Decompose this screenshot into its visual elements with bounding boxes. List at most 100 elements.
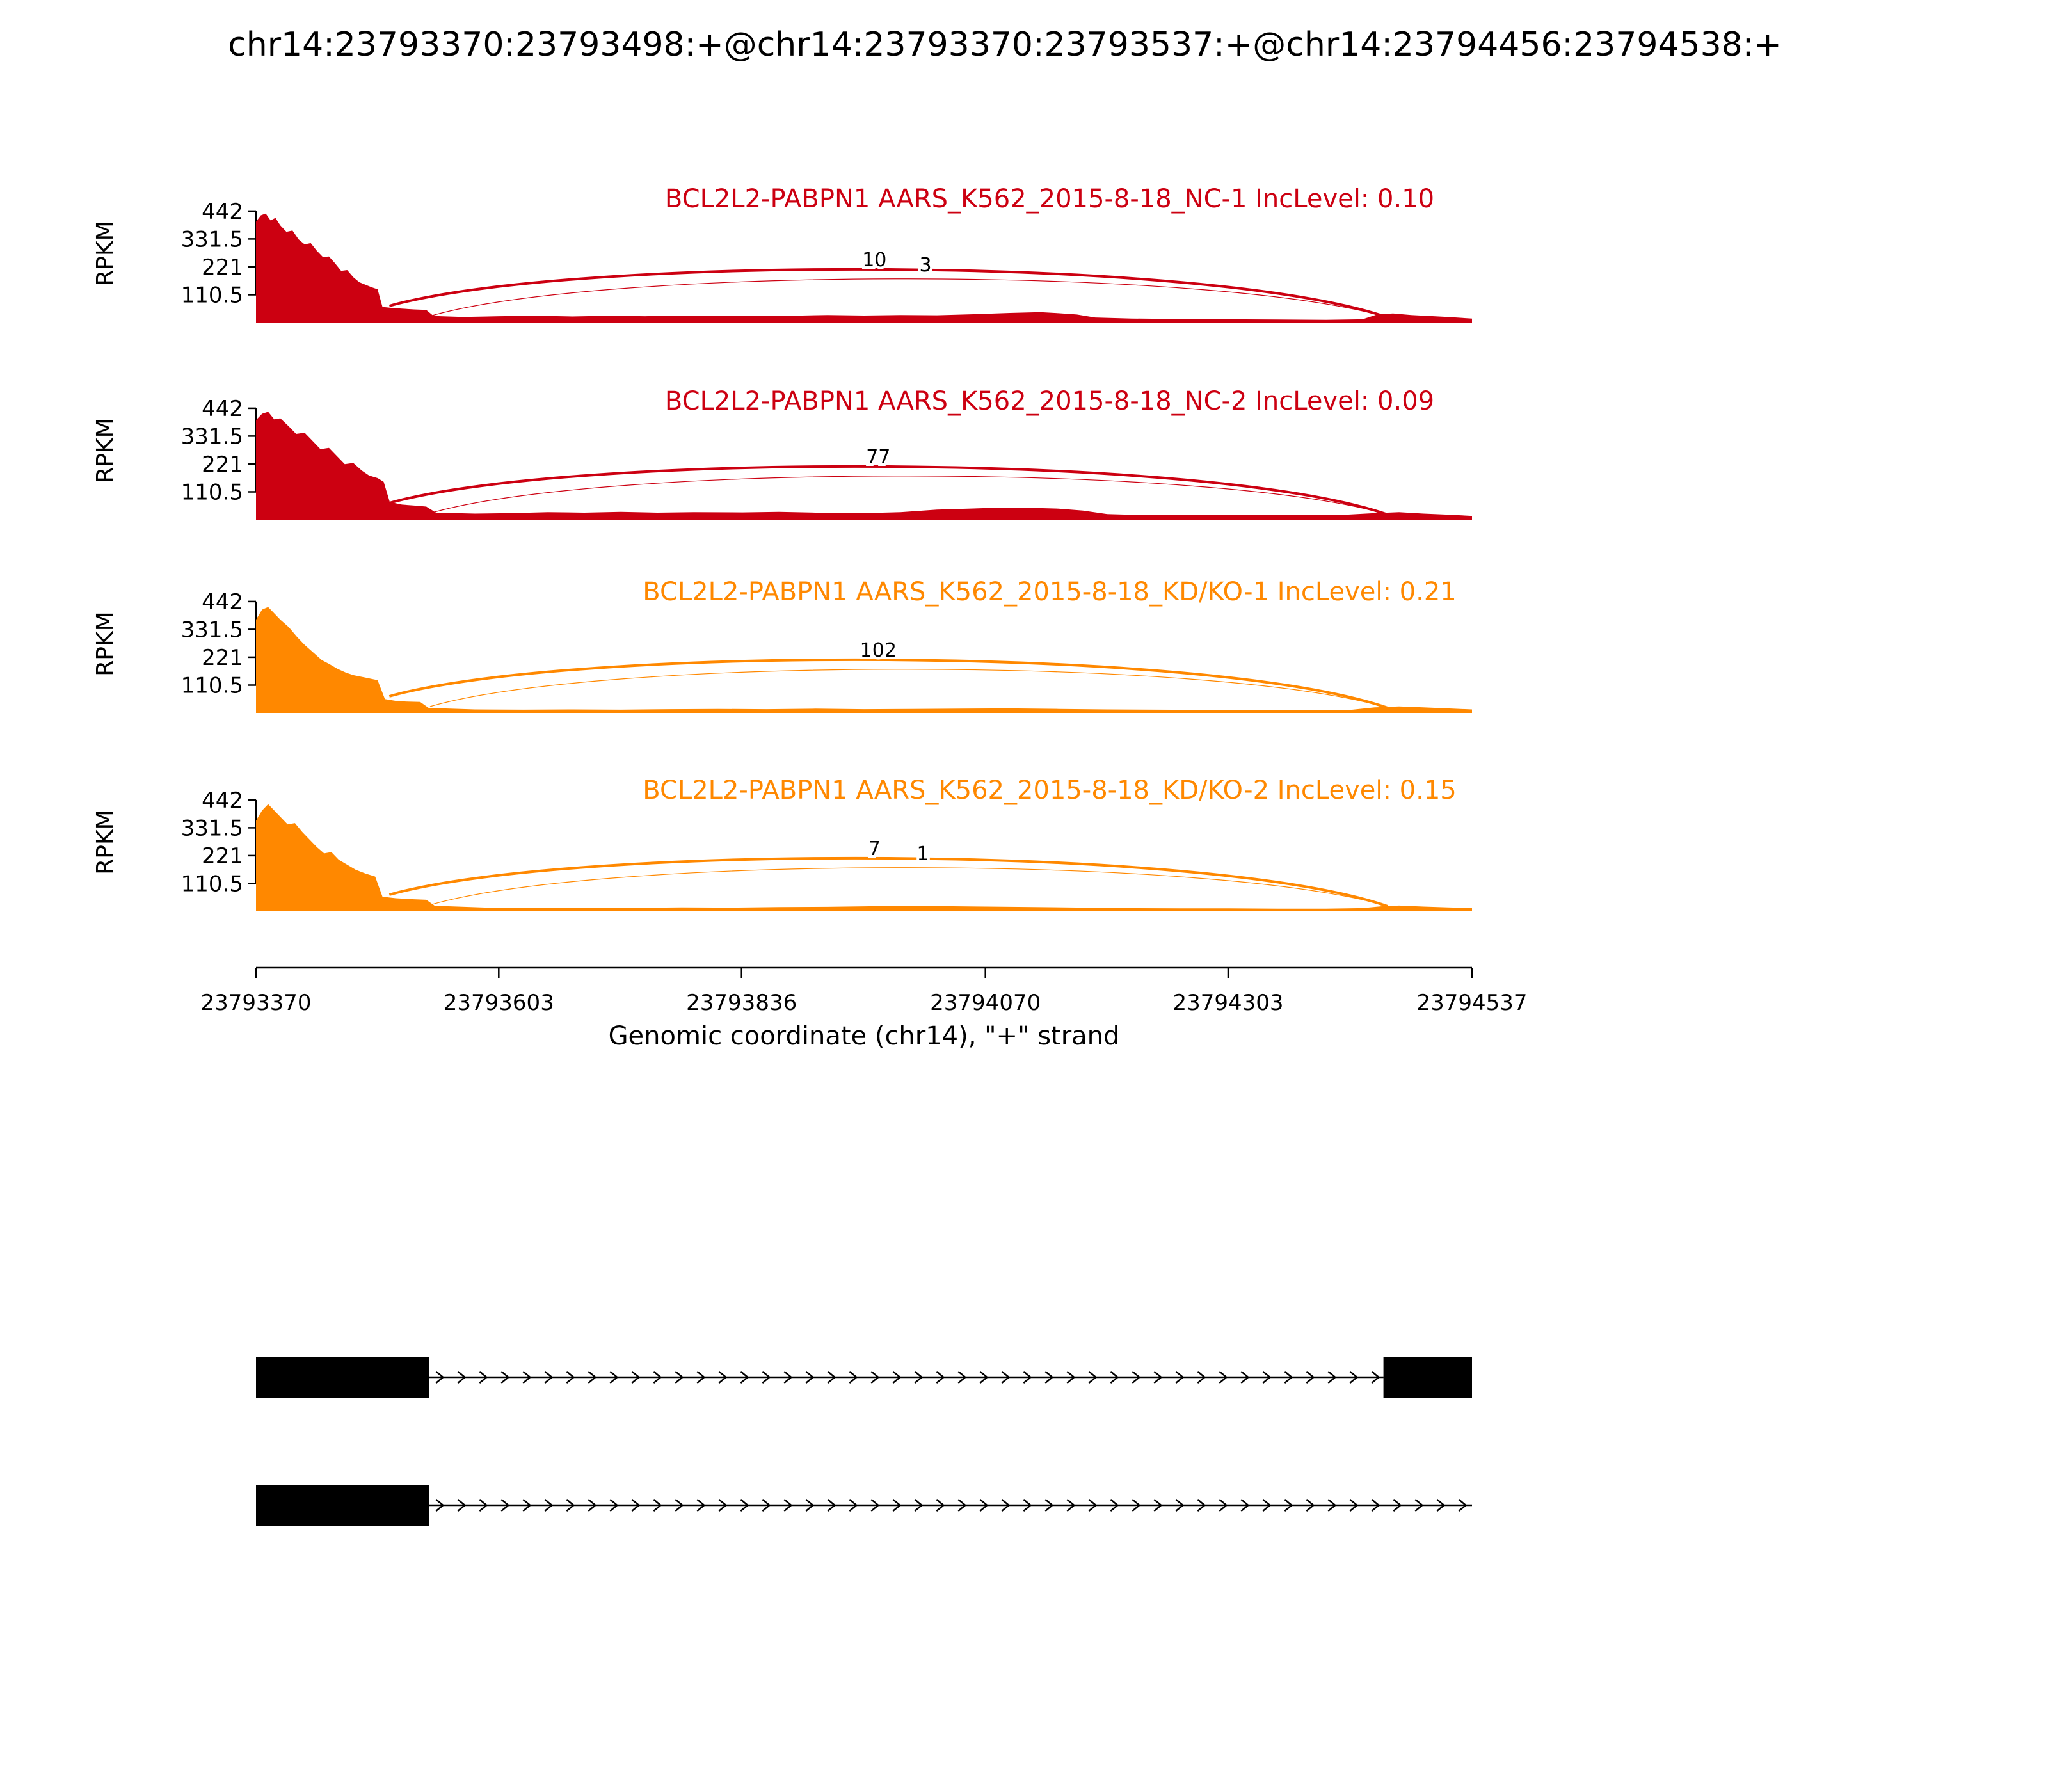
intron-arrow-icon xyxy=(1349,1499,1359,1512)
junction-arc xyxy=(429,476,1388,515)
coverage-area xyxy=(256,804,1472,911)
intron-arrow-icon xyxy=(762,1499,771,1512)
intron-arrow-icon xyxy=(827,1499,836,1512)
y-tick-label: 221 xyxy=(202,452,243,477)
junction-arc xyxy=(388,465,1388,516)
intron-arrow-icon xyxy=(892,1371,902,1384)
y-tick-label: 331.5 xyxy=(181,815,243,841)
intron-arrow-icon xyxy=(1219,1371,1228,1384)
intron-arrow-icon xyxy=(500,1371,510,1384)
junction-count-label: 7 xyxy=(868,838,881,860)
intron-arrow-icon xyxy=(1132,1371,1141,1384)
intron-arrow-icon xyxy=(522,1499,532,1512)
intron-arrow-icon xyxy=(936,1371,945,1384)
intron-arrow-icon xyxy=(1240,1499,1250,1512)
x-tick-label: 23794070 xyxy=(930,990,1041,1016)
intron-arrow-icon xyxy=(1458,1499,1468,1512)
junction-arc xyxy=(429,669,1388,708)
intron-arrow-icon xyxy=(479,1371,488,1384)
transcript-exon xyxy=(256,1485,429,1526)
intron-arrow-icon xyxy=(609,1371,619,1384)
intron-arrow-icon xyxy=(1306,1371,1315,1384)
intron-arrow-icon xyxy=(957,1499,967,1512)
intron-arrow-icon xyxy=(718,1371,728,1384)
intron-arrow-icon xyxy=(740,1371,749,1384)
transcript-exon xyxy=(256,1357,429,1398)
intron-arrow-icon xyxy=(892,1499,902,1512)
junction-arc xyxy=(388,268,1388,319)
y-tick-label: 331.5 xyxy=(181,227,243,252)
intron-arrow-icon xyxy=(1371,1499,1380,1512)
intron-arrow-icon xyxy=(1044,1371,1054,1384)
intron-arrow-icon xyxy=(1153,1371,1163,1384)
intron-arrow-icon xyxy=(457,1371,467,1384)
y-tick-label: 442 xyxy=(202,199,243,225)
intron-arrow-icon xyxy=(1219,1499,1228,1512)
intron-arrow-icon xyxy=(631,1499,641,1512)
intron-arrow-icon xyxy=(696,1371,706,1384)
intron-arrow-icon xyxy=(1153,1499,1163,1512)
track-title-nc-2: BCL2L2-PABPN1 AARS_K562_2015-8-18_NC-2 I… xyxy=(664,387,1435,416)
intron-arrow-icon xyxy=(783,1371,793,1384)
x-tick-label: 23793836 xyxy=(686,990,797,1016)
y-tick-label: 442 xyxy=(202,788,243,813)
intron-arrow-icon xyxy=(631,1371,641,1384)
intron-arrow-icon xyxy=(1175,1371,1185,1384)
intron-arrow-icon xyxy=(1001,1371,1011,1384)
intron-arrow-icon xyxy=(870,1371,880,1384)
intron-arrow-icon xyxy=(1088,1371,1098,1384)
intron-arrow-icon xyxy=(1306,1499,1315,1512)
y-tick-label: 442 xyxy=(202,589,243,615)
intron-arrow-icon xyxy=(1044,1499,1054,1512)
x-tick-label: 23794303 xyxy=(1172,990,1283,1016)
intron-arrow-icon xyxy=(1110,1371,1119,1384)
intron-arrow-icon xyxy=(979,1371,989,1384)
intron-arrow-icon xyxy=(1197,1371,1206,1384)
coverage-area xyxy=(256,213,1472,323)
intron-arrow-icon xyxy=(609,1499,619,1512)
y-tick-label: 110.5 xyxy=(181,872,243,897)
intron-arrow-icon xyxy=(936,1499,945,1512)
track-title-nc-1: BCL2L2-PABPN1 AARS_K562_2015-8-18_NC-1 I… xyxy=(664,184,1435,214)
intron-arrow-icon xyxy=(1001,1499,1011,1512)
intron-arrow-icon xyxy=(957,1371,967,1384)
y-tick-label: 110.5 xyxy=(181,673,243,699)
coverage-area xyxy=(256,607,1472,713)
intron-arrow-icon xyxy=(1436,1499,1446,1512)
intron-arrow-icon xyxy=(1240,1371,1250,1384)
intron-arrow-icon xyxy=(1066,1499,1076,1512)
intron-arrow-icon xyxy=(740,1499,749,1512)
y-tick-label: 221 xyxy=(202,645,243,671)
track-title-kdko-2: BCL2L2-PABPN1 AARS_K562_2015-8-18_KD/KO-… xyxy=(643,776,1457,805)
junction-count-label: 3 xyxy=(919,254,931,276)
y-tick-label: 331.5 xyxy=(181,424,243,449)
intron-arrow-icon xyxy=(1284,1499,1293,1512)
intron-arrow-icon xyxy=(544,1499,554,1512)
intron-arrow-icon xyxy=(849,1499,858,1512)
figure-title: chr14:23793370:23793498:+@chr14:23793370… xyxy=(228,26,1782,64)
intron-arrow-icon xyxy=(1349,1371,1359,1384)
intron-arrow-icon xyxy=(544,1371,554,1384)
intron-arrow-icon xyxy=(1414,1499,1424,1512)
intron-arrow-icon xyxy=(849,1371,858,1384)
intron-arrow-icon xyxy=(1023,1371,1032,1384)
intron-arrow-icon xyxy=(500,1499,510,1512)
x-axis-label: Genomic coordinate (chr14), "+" strand xyxy=(608,1021,1120,1051)
junction-count-label: 77 xyxy=(866,446,890,468)
intron-arrow-icon xyxy=(588,1499,597,1512)
intron-arrow-icon xyxy=(1371,1371,1380,1384)
intron-arrow-icon xyxy=(718,1499,728,1512)
junction-arc xyxy=(388,658,1388,709)
x-tick-label: 23793370 xyxy=(200,990,311,1016)
junction-arc xyxy=(388,856,1388,908)
y-tick-label: 221 xyxy=(202,844,243,869)
y-tick-label: 331.5 xyxy=(181,617,243,643)
intron-arrow-icon xyxy=(522,1371,532,1384)
intron-arrow-icon xyxy=(1175,1499,1185,1512)
intron-arrow-icon xyxy=(870,1499,880,1512)
y-axis-title: RPKM xyxy=(92,810,118,874)
intron-arrow-icon xyxy=(783,1499,793,1512)
intron-arrow-icon xyxy=(1262,1499,1272,1512)
intron-arrow-icon xyxy=(675,1371,684,1384)
